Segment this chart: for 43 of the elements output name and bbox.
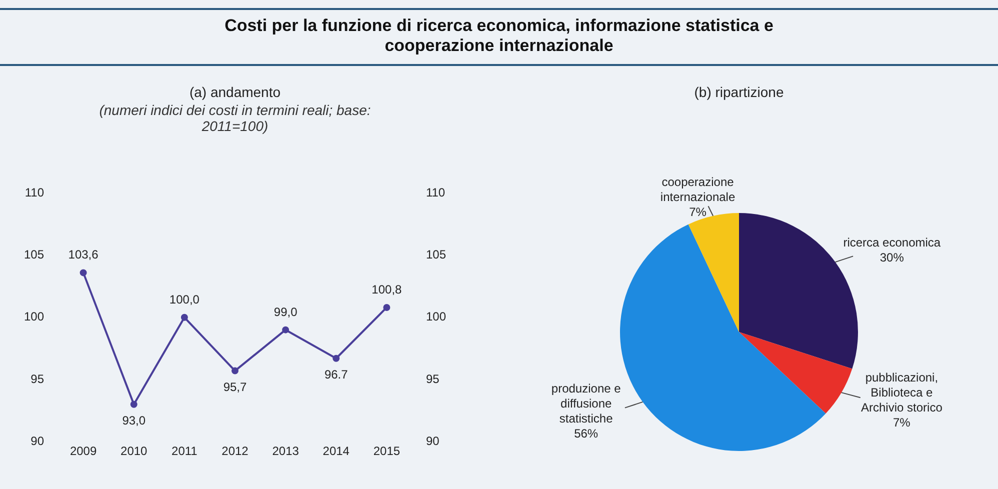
y2-tick-label: 90 xyxy=(426,434,440,448)
x-tick-label: 2009 xyxy=(70,444,97,458)
x-tick-label: 2012 xyxy=(222,444,249,458)
point xyxy=(282,326,290,334)
y2-tick-label: 100 xyxy=(426,310,446,324)
data-label: 96.7 xyxy=(324,367,348,382)
slice-label: pubblicazioni, Biblioteca e Archivio storico xyxy=(861,370,943,415)
point xyxy=(332,354,340,362)
y2-tick-label: 95 xyxy=(426,372,440,386)
y-tick-label: 90 xyxy=(30,434,44,448)
data-label: 93,0 xyxy=(122,413,146,428)
data-label: 7% xyxy=(893,416,911,430)
slice-label: produzione e diffusione statistiche xyxy=(551,382,622,426)
chart-subtitle: (a) andamento xyxy=(188,84,282,100)
x-tick-label: 2014 xyxy=(322,444,350,458)
y-tick-label: 105 xyxy=(24,248,44,262)
slice-label: ricerca economica xyxy=(843,235,941,250)
point xyxy=(232,367,238,374)
y-tick-label: 100 xyxy=(24,310,44,324)
y-tick-label: 110 xyxy=(24,186,44,200)
point xyxy=(180,314,188,321)
chart-subtitle: (b) ripartizione xyxy=(693,84,785,100)
data-label: 99,0 xyxy=(274,304,298,319)
y-tick-label: 95 xyxy=(30,372,44,386)
data-label: 95,7 xyxy=(223,380,247,394)
point xyxy=(80,269,87,276)
y2-tick-label: 110 xyxy=(426,186,446,200)
data-label: 30% xyxy=(880,250,904,264)
text: Costi per la funzione di ricerca economica, informazione statistica e cooperazione internazionale xyxy=(224,16,774,56)
x-tick-label: 2015 xyxy=(373,444,400,458)
y2-tick-label: 105 xyxy=(426,248,446,262)
x-tick-label: 2010 xyxy=(120,444,148,458)
data-label: 100,8 xyxy=(372,282,402,296)
text: (numeri indici dei costi in termini reali; base: 2011=100) xyxy=(98,102,372,134)
x-tick-label: 2011 xyxy=(172,444,198,458)
data-label: 56% xyxy=(574,426,598,441)
data-label: 7% xyxy=(689,204,707,219)
point xyxy=(383,304,390,311)
point xyxy=(130,400,138,408)
data-label: 100,0 xyxy=(169,292,200,306)
x-tick-label: 2013 xyxy=(272,444,300,458)
data-label: 103,6 xyxy=(68,248,99,262)
slice-label: cooperazione internazionale xyxy=(660,174,736,204)
